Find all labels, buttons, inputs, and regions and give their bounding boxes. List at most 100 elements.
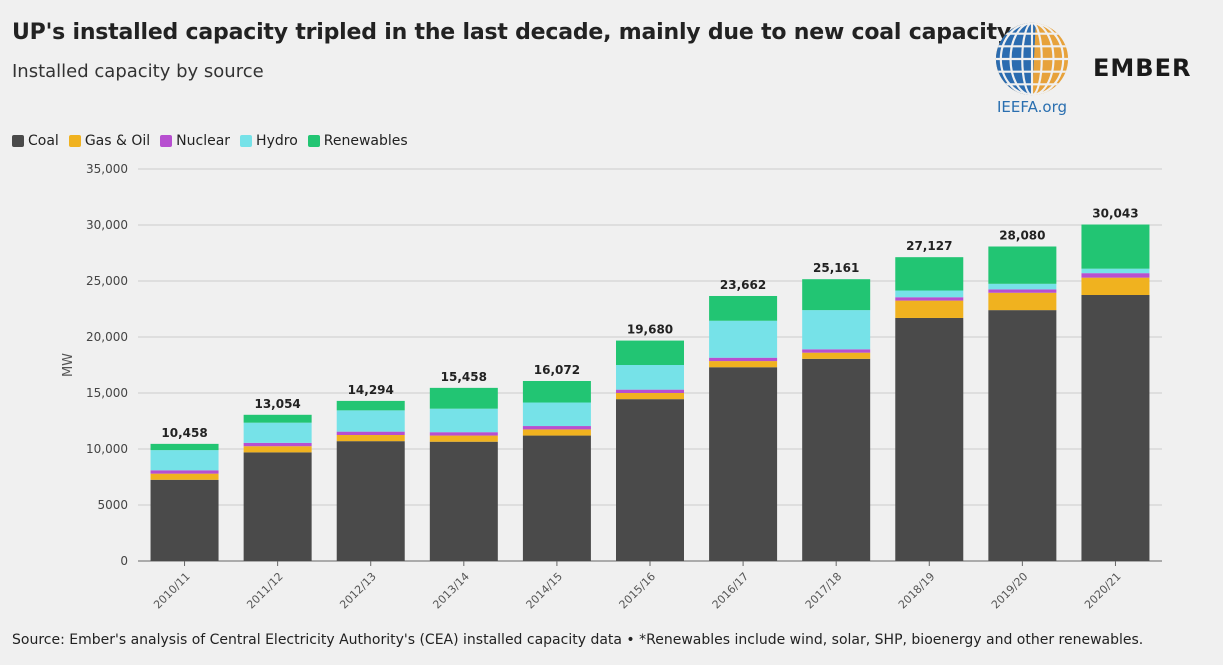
bar-segment-nuclear <box>336 431 405 435</box>
bar-segment-coal <box>616 399 684 561</box>
bar-segment-coal <box>709 367 778 561</box>
bar-segment-nuclear <box>709 357 778 362</box>
bar-segment-coal <box>150 479 219 561</box>
legend-item-gas-oil: Gas & Oil <box>68 133 151 149</box>
legend-label-nuclear: Nuclear <box>176 133 231 149</box>
total-label: 19,680 <box>627 323 673 337</box>
bar-segment-gas-oil <box>988 292 1057 311</box>
bar-segment-nuclear <box>616 389 684 393</box>
y-axis-label: MW <box>61 353 76 377</box>
legend-swatch-coal <box>12 135 24 147</box>
x-tick-label: 2016/17 <box>710 570 752 612</box>
bar-segment-nuclear <box>988 289 1057 293</box>
total-label: 14,294 <box>348 383 394 397</box>
legend-swatch-nuclear <box>160 135 173 147</box>
bar-segment-coal <box>243 452 312 561</box>
bar-segment-renewables <box>895 257 964 291</box>
bar-segment-coal <box>895 317 964 561</box>
x-tick-label: 2018/19 <box>896 570 938 612</box>
legend-item-hydro: Hydro <box>240 133 298 149</box>
bar-segment-coal <box>802 358 871 561</box>
bar-segment-coal <box>429 441 498 561</box>
bar-segment-coal <box>988 310 1057 561</box>
bar-segment-coal <box>522 435 591 561</box>
y-tick-label: 10,000 <box>86 442 128 456</box>
y-tick-label: 5000 <box>97 498 128 512</box>
bar-segment-coal <box>336 441 405 561</box>
bar-segment-gas-oil <box>802 352 871 359</box>
bar-segment-renewables <box>429 387 498 409</box>
x-tick-label: 2014/15 <box>524 570 566 612</box>
bar-segment-hydro <box>895 290 964 298</box>
bar-segment-gas-oil <box>616 393 684 400</box>
bar-segment-renewables <box>802 279 871 311</box>
legend-label-hydro: Hydro <box>256 133 298 149</box>
bar-segment-renewables <box>522 380 591 403</box>
x-tick-label: 2013/14 <box>430 570 472 612</box>
bar-segment-renewables <box>709 295 778 321</box>
bar-segment-gas-oil <box>1081 277 1150 295</box>
legend-item-nuclear: Nuclear <box>160 133 230 149</box>
bar-segment-gas-oil <box>243 446 312 453</box>
ieefa-globe-logo <box>995 22 1069 96</box>
bar-segment-nuclear <box>802 349 871 353</box>
bar-segment-hydro <box>988 283 1057 290</box>
legend-item-renewables: Renewables <box>307 133 408 149</box>
x-tick-label: 2019/20 <box>989 570 1031 612</box>
bar-segment-hydro <box>616 365 684 390</box>
bar-segment-hydro <box>429 408 498 433</box>
y-tick-label: 15,000 <box>86 386 128 400</box>
total-label: 23,662 <box>720 278 766 292</box>
total-label: 28,080 <box>999 229 1045 243</box>
ieefa-text: IEEFA.org <box>997 98 1067 116</box>
bar-segment-hydro <box>802 310 871 350</box>
bar-segment-hydro <box>243 422 312 443</box>
bar-segment-gas-oil <box>709 361 778 368</box>
bar-segment-renewables <box>988 246 1057 284</box>
chart-subtitle: Installed capacity by source <box>12 61 264 82</box>
chart-title: UP's installed capacity tripled in the l… <box>12 20 1012 45</box>
bar-segment-gas-oil <box>895 300 964 318</box>
x-tick-label: 2012/13 <box>337 570 379 612</box>
y-tick-label: 35,000 <box>86 162 128 176</box>
logos: IEEFA.org EMBER <box>993 16 1193 121</box>
total-label: 30,043 <box>1092 207 1138 221</box>
bar-segment-hydro <box>709 320 778 358</box>
total-label: 13,054 <box>254 397 300 411</box>
total-label: 25,161 <box>813 261 859 275</box>
bar-segment-nuclear <box>150 470 219 474</box>
bar-segment-gas-oil <box>429 435 498 442</box>
bar-segment-gas-oil <box>336 435 405 442</box>
bar-segment-renewables <box>150 443 219 451</box>
bar-segment-renewables <box>616 340 684 365</box>
bar-segment-renewables <box>243 414 312 423</box>
bar-segment-nuclear <box>243 442 312 447</box>
bar-segment-nuclear <box>522 426 591 430</box>
total-label: 10,458 <box>161 426 207 440</box>
bar-segment-coal <box>1081 295 1150 561</box>
x-tick-label: 2020/21 <box>1082 570 1124 612</box>
ember-logo: EMBER <box>1093 54 1192 82</box>
bar-segment-renewables <box>336 400 405 411</box>
x-tick-label: 2010/11 <box>151 570 193 612</box>
y-tick-label: 20,000 <box>86 330 128 344</box>
legend: Coal Gas & Oil Nuclear Hydro Renewables <box>12 133 408 149</box>
source-note: Source: Ember's analysis of Central Elec… <box>12 632 1144 648</box>
total-label: 15,458 <box>441 370 487 384</box>
x-tick-label: 2015/16 <box>617 570 659 612</box>
legend-item-coal: Coal <box>12 133 59 149</box>
total-label: 16,072 <box>534 363 580 377</box>
bar-segment-nuclear <box>429 432 498 436</box>
y-tick-label: 30,000 <box>86 218 128 232</box>
legend-label-renewables: Renewables <box>323 133 408 149</box>
bar-segment-gas-oil <box>522 429 591 436</box>
legend-label-gas-oil: Gas & Oil <box>84 133 151 149</box>
bar-segment-renewables <box>1081 224 1150 269</box>
bar-segment-gas-oil <box>150 473 219 480</box>
x-tick-label: 2017/18 <box>803 570 845 612</box>
legend-swatch-hydro <box>240 135 253 147</box>
y-tick-label: 25,000 <box>86 274 128 288</box>
y-tick-label: 0 <box>120 554 128 568</box>
x-tick-label: 2011/12 <box>244 570 286 612</box>
